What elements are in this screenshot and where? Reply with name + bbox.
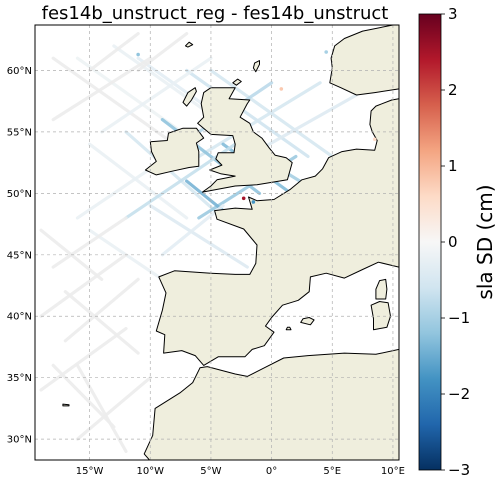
track-segment (136, 32, 189, 73)
land-faroe (185, 41, 194, 48)
track-segment (124, 130, 225, 220)
colorbar-gradient (418, 13, 442, 471)
lon-tick-label: 10°E (381, 466, 405, 477)
land-ireland (144, 127, 205, 176)
lon-tick-label: 0° (266, 466, 277, 477)
sla-spot (324, 50, 329, 54)
track-segment (197, 81, 322, 159)
sla-spot (241, 196, 246, 201)
lat-tick-label: 40°N (7, 312, 32, 323)
highlight-spots (136, 50, 377, 204)
land-mallorca (300, 317, 315, 326)
colorbar-tick-label: 1 (448, 157, 458, 175)
land-corsica (375, 278, 388, 300)
lat-tick-label: 55°N (7, 127, 32, 138)
land-sardinia (370, 301, 391, 331)
track-segment (51, 56, 152, 122)
map-frame (34, 24, 400, 461)
sla-spot (251, 200, 256, 204)
lat-tick-label: 45°N (7, 250, 32, 261)
track-segment (160, 204, 225, 257)
colorbar-tick-label: −1 (448, 309, 470, 327)
colorbar-tick-label: −3 (448, 461, 470, 479)
track-segment (39, 253, 128, 318)
track-segment (51, 363, 116, 429)
lon-tick-label: 5°W (200, 466, 221, 477)
land-madeira (62, 403, 70, 407)
sla-spot (279, 87, 284, 91)
sla-spot (372, 137, 377, 142)
latitude-tick-labels: 30°N 35°N 40°N 45°N 50°N 55°N 60°N (7, 66, 32, 446)
colorbar-tick-label: −2 (448, 385, 470, 403)
lon-tick-label: 10°W (136, 466, 164, 477)
land-orkney (232, 78, 242, 86)
lat-tick-label: 50°N (7, 189, 32, 200)
lat-tick-label: 30°N (7, 435, 32, 446)
lat-tick-label: 60°N (7, 66, 32, 77)
lon-tick-label: 5°E (323, 466, 341, 477)
colorbar-tick-labels: 3 2 1 0 −1 −2 −3 (441, 5, 470, 479)
gridlines (35, 25, 399, 460)
track-segment (185, 68, 310, 159)
lon-tick-label: 15°W (76, 466, 104, 477)
track-segment (148, 204, 249, 269)
colorbar-tick-label: 0 (448, 233, 458, 251)
track-segment (39, 326, 128, 392)
sla-spot (136, 52, 140, 57)
land-ibiza (285, 326, 292, 331)
land-lewis (182, 87, 197, 107)
longitude-tick-labels: 15°W 10°W 5°W 0° 5°E 10°E (76, 466, 405, 477)
land-shetland (252, 60, 260, 73)
track-segment (63, 290, 140, 355)
track-segment (75, 363, 128, 453)
land-britain (197, 87, 293, 193)
map-axes: 15°W 10°W 5°W 0° 5°E 10°E 30°N 35°N 40°N 45°N 50°… (7, 24, 405, 477)
colorbar-label: sla SD (cm) (473, 184, 497, 299)
land-norway (329, 25, 399, 96)
map-title: fes14b_unstruct_reg - fes14b_unstruct (42, 3, 389, 24)
track-segment (63, 277, 140, 343)
track-segment (87, 32, 140, 73)
lat-tick-label: 35°N (7, 373, 32, 384)
colorbar-tick-label: 2 (448, 81, 458, 99)
colorbar: 3 2 1 0 −1 −2 −3 sla SD (cm) (418, 5, 497, 479)
colorbar-tick-label: 3 (448, 5, 458, 23)
track-segment (51, 56, 177, 146)
track-segment (87, 142, 189, 220)
